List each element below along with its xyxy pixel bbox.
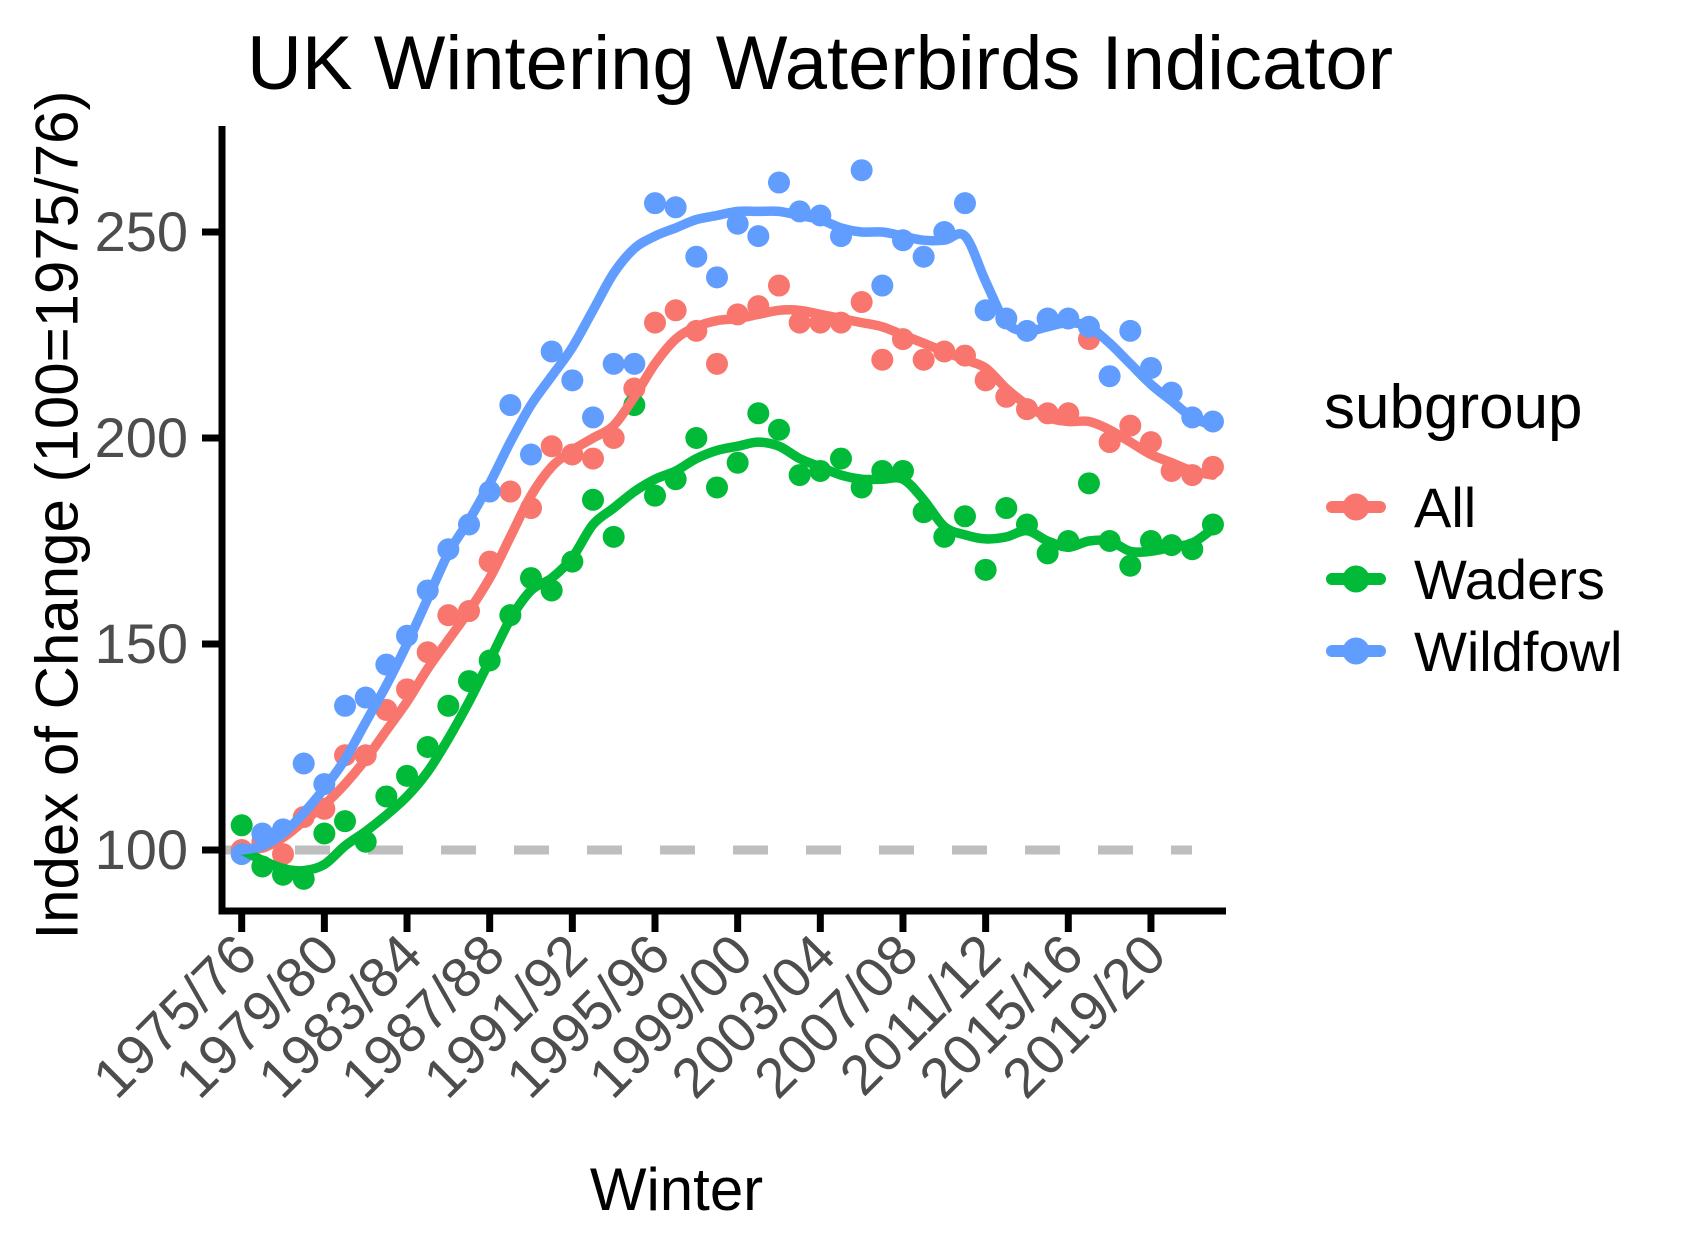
data-point-wildfowl [561, 369, 584, 392]
legend-label: All [1414, 475, 1477, 539]
data-point-waders [747, 402, 770, 425]
data-point-waders [416, 736, 439, 758]
data-point-wildfowl [499, 394, 522, 417]
smooth-line-wildfowl [236, 206, 1218, 855]
data-point-all [788, 311, 811, 334]
data-point-waders [313, 822, 336, 845]
data-point-waders [582, 488, 605, 511]
data-point-waders [375, 785, 398, 808]
data-point-wildfowl [726, 212, 749, 235]
data-point-wildfowl [953, 192, 976, 215]
data-point-wildfowl [644, 192, 666, 215]
data-point-waders [726, 451, 749, 474]
data-point-wildfowl [520, 443, 543, 466]
data-point-waders [602, 525, 625, 548]
data-point-wildfowl [747, 225, 770, 248]
data-point-all [499, 480, 522, 503]
data-point-wildfowl [602, 352, 625, 375]
data-point-wildfowl [1119, 319, 1142, 342]
legend-key-line-dot-icon [1326, 565, 1386, 593]
data-point-wildfowl [685, 245, 708, 268]
data-point-waders [829, 447, 852, 470]
data-point-all [272, 843, 295, 866]
data-point-wildfowl [912, 245, 935, 268]
smooth-line-waders [236, 437, 1218, 876]
legend-label: Wildfowl [1414, 619, 1623, 683]
data-point-all [871, 348, 894, 371]
data-point-wildfowl [1098, 365, 1121, 388]
data-point-all [540, 435, 563, 458]
data-point-waders [995, 497, 1018, 520]
data-point-waders [788, 464, 811, 487]
data-point-waders [334, 810, 357, 833]
data-point-wildfowl [540, 340, 563, 363]
data-point-waders [953, 505, 976, 528]
legend-entry-all: All [1318, 471, 1622, 543]
data-point-waders [1077, 472, 1100, 495]
data-point-wildfowl [767, 171, 790, 194]
y-tick-label: 150 [95, 612, 188, 675]
data-point-wildfowl [705, 266, 728, 289]
data-point-all [644, 311, 666, 334]
data-point-waders [437, 694, 460, 717]
data-point-wildfowl [623, 352, 646, 375]
y-tick-label: 200 [95, 406, 188, 469]
data-point-waders [685, 427, 708, 449]
x-axis-title: Winter [589, 1156, 764, 1223]
legend-key-line-dot-icon [1326, 637, 1386, 665]
legend-title: subgroup [1324, 373, 1583, 442]
data-point-wildfowl [292, 752, 315, 775]
data-point-all [582, 447, 605, 470]
data-point-all [437, 604, 460, 627]
data-point-wildfowl [334, 694, 357, 717]
legend-label: Waders [1414, 547, 1605, 611]
legend: subgroup All Waders Wildfowl [1318, 372, 1622, 687]
data-point-wildfowl [871, 274, 894, 297]
legend-entry-wildfowl: Wildfowl [1318, 615, 1622, 687]
chart-title: UK Wintering Waterbirds Indicator [246, 21, 1393, 106]
legend-key-line-dot-icon [1326, 493, 1386, 521]
y-tick-label: 250 [95, 200, 188, 263]
data-point-all [664, 299, 687, 322]
data-point-all [767, 274, 790, 297]
y-tick-label: 100 [95, 818, 188, 881]
data-point-wildfowl [850, 159, 873, 182]
data-point-waders [705, 476, 728, 499]
legend-entry-waders: Waders [1318, 543, 1622, 615]
data-point-all [912, 348, 935, 371]
data-point-wildfowl [664, 196, 687, 219]
data-point-wildfowl [582, 406, 605, 429]
data-point-waders [767, 418, 790, 441]
smooth-line-all [236, 305, 1218, 855]
data-point-waders [644, 484, 666, 507]
y-axis-title: Index of Change (100=1975/76) [23, 90, 91, 940]
data-point-waders [230, 814, 253, 837]
data-point-waders [1119, 554, 1142, 577]
data-point-waders [974, 558, 997, 581]
data-point-all [1119, 414, 1142, 437]
data-point-all [850, 291, 873, 314]
data-point-waders [396, 764, 419, 787]
data-point-all [705, 352, 728, 375]
